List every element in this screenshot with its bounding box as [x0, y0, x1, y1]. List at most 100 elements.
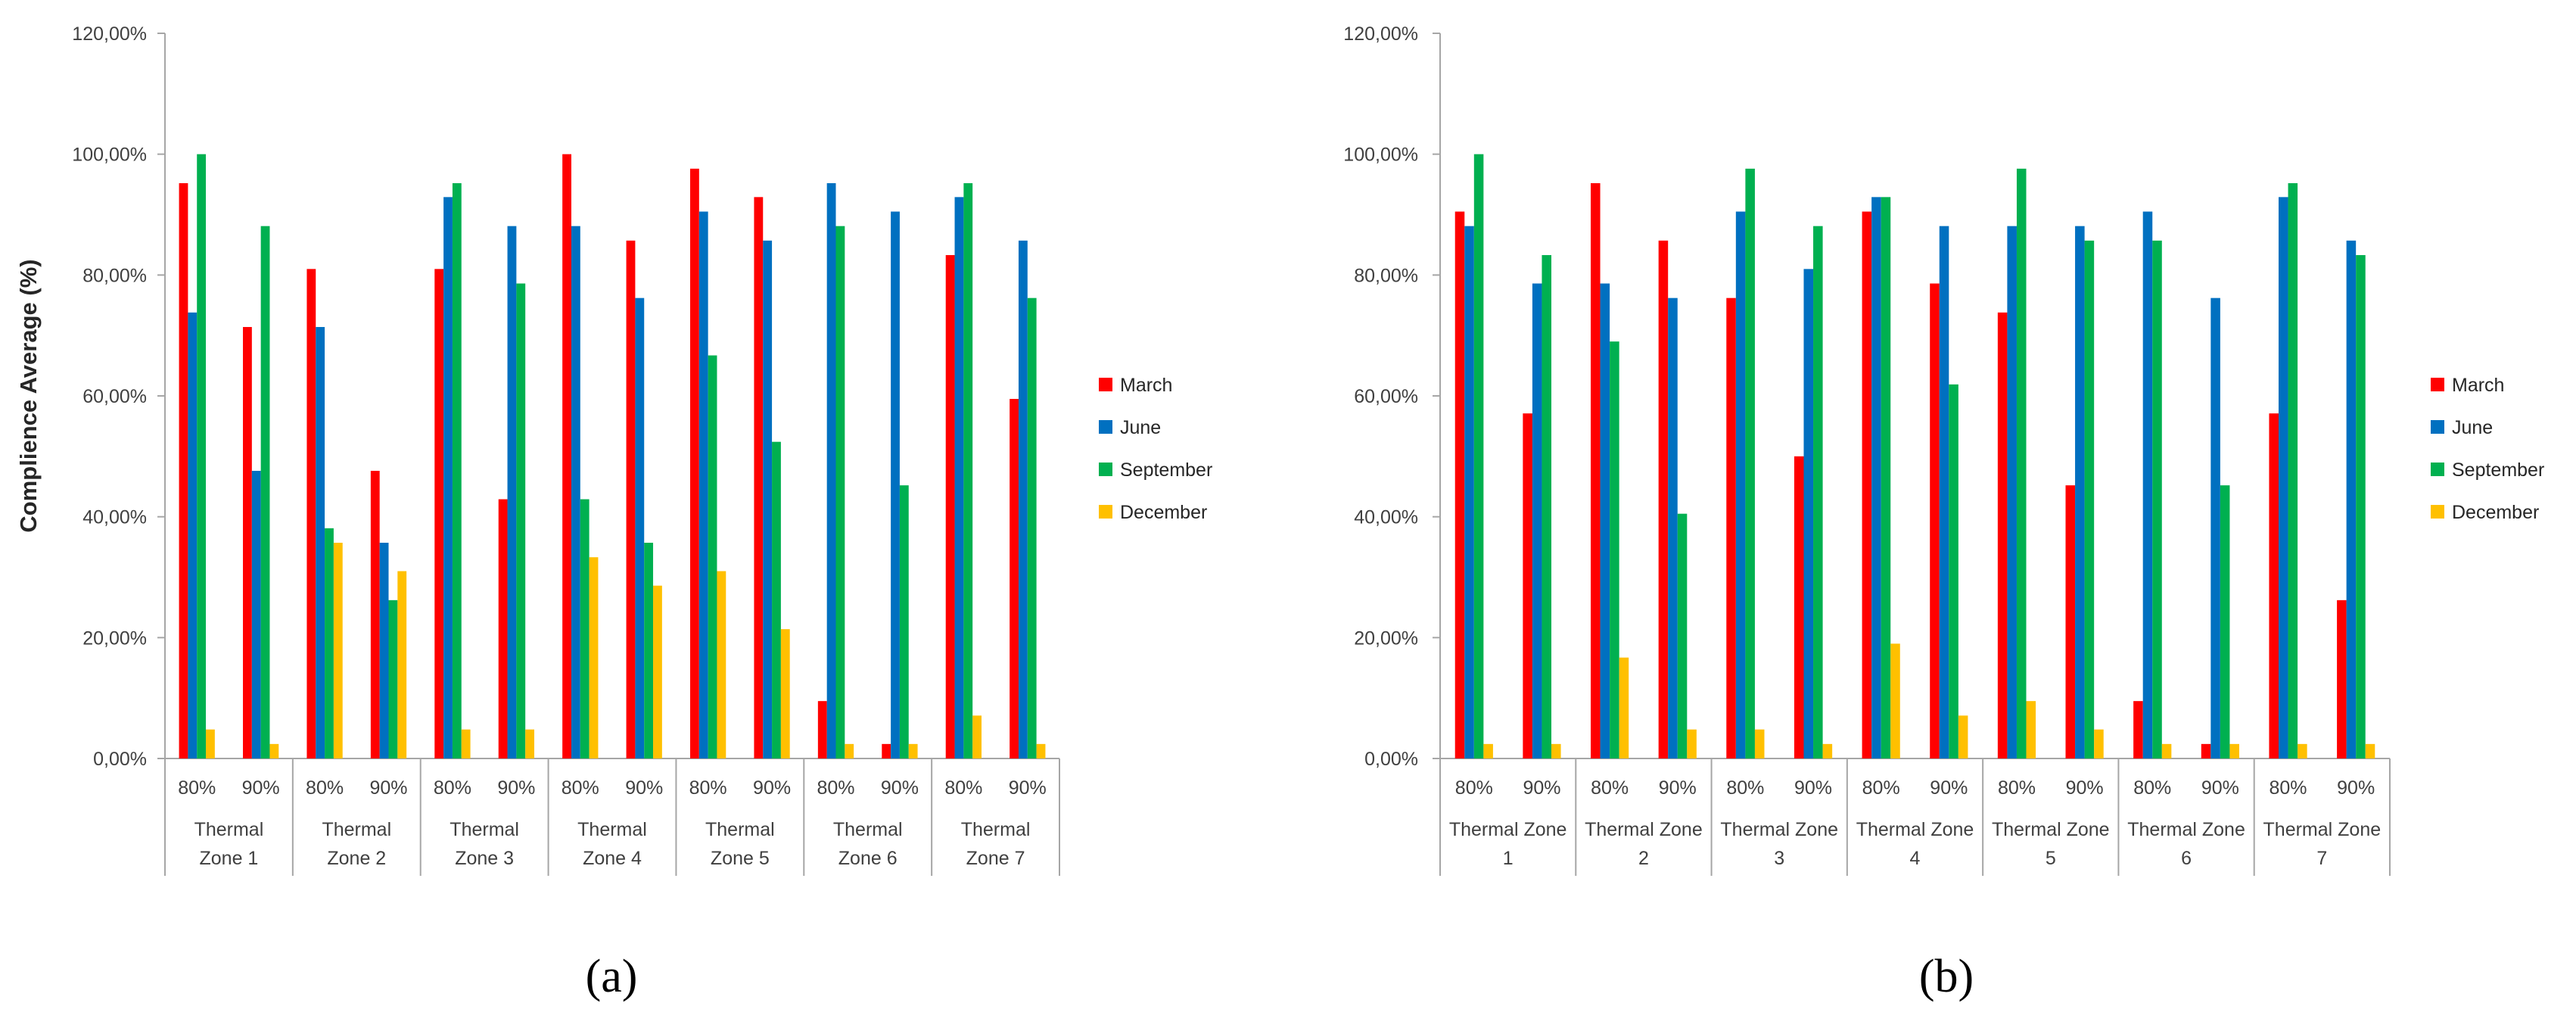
- bar-march: [1454, 211, 1465, 758]
- x-category-label: 80%: [1455, 777, 1493, 799]
- bar-september: [2084, 240, 2095, 759]
- bar-june: [1600, 283, 1610, 758]
- bar-december: [525, 729, 534, 758]
- group-label-line2: 3: [1774, 848, 1784, 869]
- bar-june: [2007, 226, 2017, 758]
- bar-december: [461, 729, 471, 758]
- group-label-line1: Thermal: [833, 819, 903, 840]
- bar-september: [835, 226, 845, 758]
- bar-september: [1473, 154, 1484, 759]
- panel-label: (a): [586, 951, 638, 1002]
- x-category-label: 80%: [1862, 777, 1900, 799]
- x-category-label: 90%: [1009, 777, 1047, 799]
- bar-june: [1871, 197, 1881, 759]
- x-category-label: 90%: [2337, 777, 2375, 799]
- bar-june: [2210, 297, 2220, 758]
- x-category-label: 90%: [497, 777, 535, 799]
- x-category-label: 80%: [2270, 777, 2307, 799]
- bar-march: [754, 197, 764, 759]
- bar-march: [370, 470, 380, 758]
- bar-june: [379, 542, 389, 758]
- bar-march: [562, 154, 571, 759]
- bar-june: [698, 211, 708, 758]
- bar-march: [2133, 701, 2143, 758]
- group-label-line2: Zone 3: [455, 848, 514, 869]
- group-label-line1: Thermal Zone: [1449, 819, 1567, 840]
- x-category-label: 90%: [753, 777, 791, 799]
- group-label-line1: Thermal Zone: [1856, 819, 1974, 840]
- y-tick-label: 40,00%: [82, 507, 147, 528]
- x-category-label: 80%: [562, 777, 599, 799]
- panel-label: (b): [1919, 951, 1974, 1002]
- legend-label-september: September: [2452, 459, 2544, 481]
- bar-september: [2152, 240, 2162, 759]
- bar-june: [954, 197, 964, 759]
- chart-a: 0,00% 20,00% 40,00% 60,00% 80,00% 100,00% 120,…: [15, 23, 1212, 1002]
- group-label-line2: 6: [2181, 848, 2192, 869]
- bar-december: [1483, 743, 1493, 758]
- x-category-label: 90%: [881, 777, 919, 799]
- y-tick-label: 60,00%: [1354, 386, 1418, 407]
- group-label-line1: Thermal: [961, 819, 1031, 840]
- bar-december: [2298, 743, 2307, 758]
- bar-december: [780, 629, 790, 758]
- bar-march: [1010, 398, 1019, 758]
- bar-december: [653, 585, 662, 758]
- bar-december: [972, 715, 982, 758]
- bar-june: [635, 297, 645, 758]
- legend-label-march: March: [1120, 375, 1172, 396]
- bar-september: [2356, 254, 2366, 758]
- bar-september: [516, 283, 526, 758]
- bar-september: [260, 226, 270, 758]
- group-label-line2: 1: [1503, 848, 1514, 869]
- bar-june: [1018, 240, 1028, 759]
- group-label-line2: Zone 1: [200, 848, 259, 869]
- x-category-label: 80%: [1998, 777, 2036, 799]
- bar-september: [1745, 168, 1755, 758]
- x-category-label: 80%: [2133, 777, 2171, 799]
- group-label-line1: Thermal Zone: [2127, 819, 2245, 840]
- bar-march: [2065, 485, 2076, 758]
- group-label-line2: 4: [1910, 848, 1921, 869]
- bar-december: [397, 571, 407, 758]
- bar-september: [772, 441, 781, 758]
- group-label-line2: Zone 4: [583, 848, 642, 869]
- bar-march: [306, 269, 316, 759]
- y-axis-title: Complience Average (%): [15, 259, 42, 532]
- bar-march: [243, 326, 252, 758]
- x-category-label: 80%: [1591, 777, 1629, 799]
- group-label-line1: Thermal Zone: [2263, 819, 2382, 840]
- y-tick-label: 80,00%: [1354, 265, 1418, 286]
- x-category-label: 80%: [306, 777, 344, 799]
- bar-december: [2094, 729, 2104, 758]
- y-tick-label: 120,00%: [1343, 23, 1418, 45]
- legend-label-december: December: [1120, 502, 1207, 523]
- bar-september: [2220, 485, 2230, 758]
- bar-december: [717, 571, 726, 758]
- bar-december: [1551, 743, 1561, 758]
- legend-label-june: June: [1120, 417, 1161, 438]
- bar-june: [1803, 269, 1814, 759]
- legend-label-march: March: [2452, 375, 2504, 396]
- legend-label-september: September: [1120, 459, 1212, 481]
- y-tick-label: 120,00%: [72, 23, 147, 45]
- bar-march: [434, 269, 444, 759]
- bar-december: [1890, 643, 1900, 758]
- group-label-line2: 2: [1638, 848, 1649, 869]
- bar-march: [179, 182, 188, 759]
- bar-september: [2016, 168, 2027, 758]
- x-category-label: 90%: [242, 777, 280, 799]
- bar-december: [1822, 743, 1833, 758]
- x-category-label: 80%: [689, 777, 727, 799]
- group-label-line2: 7: [2316, 848, 2327, 869]
- y-tick-label: 0,00%: [1364, 749, 1418, 770]
- bar-march: [1997, 312, 2008, 759]
- bar-september: [963, 182, 973, 759]
- bar-september: [1027, 297, 1037, 758]
- chart-b: 0,00% 20,00% 40,00% 60,00% 80,00% 100,00% 120,…: [1343, 23, 2544, 1002]
- bar-september: [325, 528, 334, 758]
- group-label-line1: Thermal Zone: [1720, 819, 1838, 840]
- group-label-line2: Zone 2: [327, 848, 386, 869]
- bar-june: [1464, 226, 1474, 758]
- group-label-line2: Zone 6: [838, 848, 898, 869]
